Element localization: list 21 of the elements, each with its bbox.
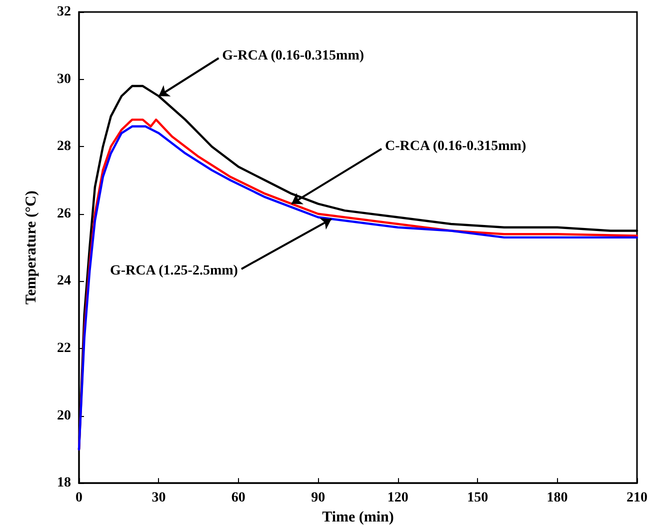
x-tick-label: 180 xyxy=(546,490,568,506)
y-tick-label: 18 xyxy=(57,476,71,491)
x-tick-label: 0 xyxy=(76,490,82,506)
y-tick-label: 30 xyxy=(57,72,71,87)
x-tick-label: 30 xyxy=(152,490,166,506)
y-tick-label: 24 xyxy=(57,274,71,289)
x-axis-title: Time (min) xyxy=(322,510,394,526)
annotation: G-RCA (1.25-2.5mm) xyxy=(110,263,238,278)
x-tick-label: 90 xyxy=(311,490,326,506)
y-tick-label: 26 xyxy=(57,206,71,222)
y-tick-label: 32 xyxy=(57,4,71,20)
annotation: C-RCA (0.16-0.315mm) xyxy=(384,139,526,154)
x-tick-label: 150 xyxy=(467,490,488,506)
annotation: G-RCA (0.16-0.315mm) xyxy=(222,48,364,64)
x-tick-label: 210 xyxy=(626,490,648,506)
x-tick-label: 60 xyxy=(231,490,246,506)
x-tick-label: 120 xyxy=(387,490,408,506)
y-tick-label: 22 xyxy=(57,341,71,356)
y-tick-label: 28 xyxy=(57,139,71,154)
y-tick-label: 20 xyxy=(57,408,71,424)
y-axis-title: Temperature (°C) xyxy=(24,190,40,305)
